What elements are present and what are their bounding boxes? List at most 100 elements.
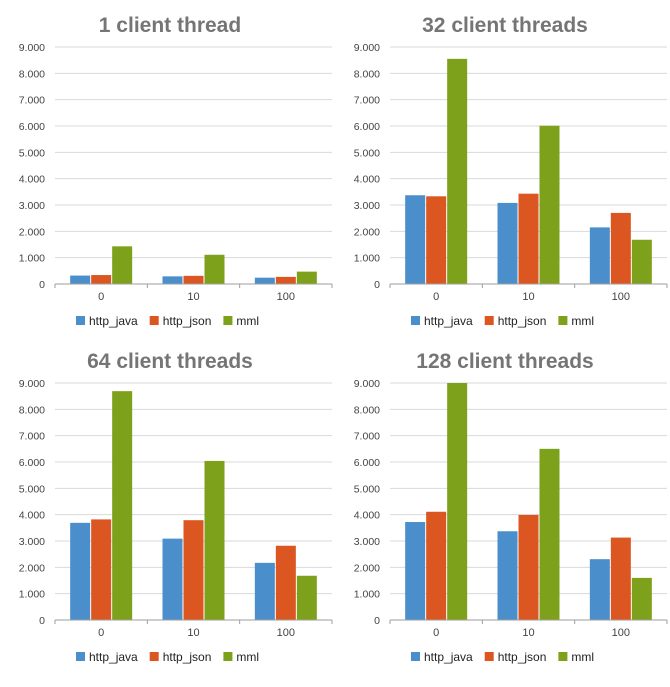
- bar-mml: [112, 246, 133, 284]
- x-tick-label: 0: [433, 291, 439, 303]
- legend-label: http_json: [498, 314, 547, 328]
- bar-mml: [631, 239, 652, 284]
- legend-swatch: [484, 316, 494, 325]
- chart-title: 32 client threads: [422, 14, 588, 37]
- legend-label: mml: [236, 650, 259, 664]
- chart-svg: 1 client thread 0 1.000 2.000 3.000 4.000 5.00…: [19, 14, 333, 328]
- legend-swatch: [558, 652, 568, 661]
- y-tick-label: 5.000: [19, 147, 45, 159]
- bar-mml: [112, 391, 133, 620]
- legend-swatch: [484, 652, 494, 661]
- legend-label: http_java: [424, 314, 473, 328]
- bar-http_java: [162, 538, 183, 620]
- legend-swatch: [558, 316, 568, 325]
- y-tick-label: 6.000: [354, 121, 380, 133]
- bar-http_java: [589, 227, 610, 284]
- bar-http_java: [497, 202, 518, 284]
- bar-http_json: [426, 511, 447, 620]
- bar-mml: [539, 125, 560, 284]
- bar-http_json: [610, 212, 631, 284]
- chart-32-client-threads: 32 client threads 0 1.000 2.000 3.000 4.000 5.…: [335, 0, 670, 343]
- legend-label: http_java: [89, 650, 138, 664]
- y-tick-label: 3.000: [354, 536, 380, 548]
- bar-http_json: [610, 537, 631, 620]
- y-tick-label: 9.000: [19, 378, 45, 390]
- y-tick-label: 0: [39, 279, 45, 291]
- bar-http_json: [183, 520, 204, 620]
- bar-http_json: [426, 196, 447, 284]
- y-tick-label: 2.000: [354, 562, 380, 574]
- legend-swatch: [411, 652, 420, 661]
- bar-mml: [204, 254, 225, 284]
- y-tick-label: 8.000: [354, 68, 380, 80]
- x-tick-label: 100: [277, 627, 295, 639]
- y-tick-label: 4.000: [354, 510, 380, 522]
- y-tick-label: 4.000: [354, 174, 380, 186]
- bar-http_json: [91, 519, 112, 620]
- bar-mml: [447, 58, 468, 284]
- y-tick-label: 8.000: [19, 404, 45, 416]
- legend-label: mml: [571, 314, 594, 328]
- legend-label: http_json: [163, 314, 212, 328]
- bar-http_java: [497, 531, 518, 620]
- y-tick-label: 8.000: [19, 68, 45, 80]
- bar-http_json: [275, 545, 296, 620]
- x-tick-label: 0: [98, 627, 104, 639]
- legend-label: http_json: [163, 650, 212, 664]
- y-tick-label: 5.000: [354, 147, 380, 159]
- y-tick-label: 4.000: [19, 510, 45, 522]
- bar-http_java: [254, 562, 275, 620]
- bar-mml: [447, 383, 468, 620]
- bar-http_java: [70, 522, 91, 620]
- chart-64-client-threads: 64 client threads 0 1.000 2.000 3.000 4.000 5.…: [0, 336, 335, 679]
- y-tick-label: 1.000: [19, 253, 45, 265]
- bar-http_java: [589, 559, 610, 620]
- y-tick-label: 3.000: [354, 200, 380, 212]
- legend-label: mml: [236, 314, 259, 328]
- bar-mml: [204, 460, 225, 620]
- bar-http_json: [518, 514, 539, 620]
- chart-title: 1 client thread: [99, 14, 241, 37]
- y-tick-label: 7.000: [19, 431, 45, 443]
- y-tick-label: 1.000: [354, 589, 380, 601]
- bar-http_java: [405, 522, 426, 620]
- y-tick-label: 1.000: [19, 589, 45, 601]
- chart-svg: 32 client threads 0 1.000 2.000 3.000 4.000 5.…: [354, 14, 668, 328]
- y-tick-label: 3.000: [19, 536, 45, 548]
- legend-label: http_json: [498, 650, 547, 664]
- chart-svg: 128 client threads 0 1.000 2.000 3.000 4.000 5…: [354, 350, 668, 664]
- legend-swatch: [223, 652, 233, 661]
- y-tick-label: 2.000: [354, 226, 380, 238]
- y-tick-label: 9.000: [354, 42, 380, 54]
- legend-label: http_java: [89, 314, 138, 328]
- y-tick-label: 3.000: [19, 200, 45, 212]
- bar-mml: [539, 448, 560, 620]
- y-tick-label: 0: [374, 615, 380, 627]
- bar-http_java: [162, 276, 183, 284]
- x-tick-label: 10: [187, 627, 199, 639]
- legend-swatch: [223, 316, 233, 325]
- y-tick-label: 9.000: [19, 42, 45, 54]
- y-tick-label: 7.000: [354, 95, 380, 107]
- y-tick-label: 5.000: [19, 483, 45, 495]
- y-tick-label: 9.000: [354, 378, 380, 390]
- x-tick-label: 10: [522, 627, 534, 639]
- bar-mml: [631, 577, 652, 620]
- bar-http_json: [183, 275, 204, 284]
- bar-http_json: [275, 276, 296, 284]
- bar-http_json: [91, 275, 112, 284]
- y-tick-label: 4.000: [19, 174, 45, 186]
- x-tick-label: 0: [433, 627, 439, 639]
- y-tick-label: 7.000: [19, 95, 45, 107]
- bar-http_java: [254, 277, 275, 284]
- x-tick-label: 10: [522, 291, 534, 303]
- chart-title: 128 client threads: [416, 350, 593, 373]
- legend-swatch: [149, 652, 159, 661]
- chart-128-client-threads: 128 client threads 0 1.000 2.000 3.000 4.000 5…: [335, 336, 670, 679]
- legend-label: http_java: [424, 650, 473, 664]
- bar-http_java: [70, 275, 91, 284]
- y-tick-label: 6.000: [19, 121, 45, 133]
- x-tick-label: 100: [277, 291, 295, 303]
- x-tick-label: 0: [98, 291, 104, 303]
- chart-title: 64 client threads: [87, 350, 253, 373]
